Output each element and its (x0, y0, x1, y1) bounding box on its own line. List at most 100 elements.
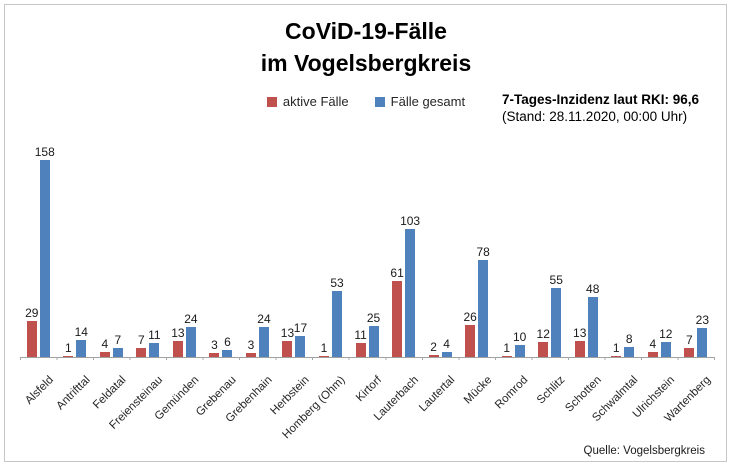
legend: aktive Fälle Fälle gesamt (0, 94, 732, 109)
value-label: 1 (503, 341, 511, 355)
bar-group: 13 48 Schotten (563, 140, 605, 415)
value-label: 1 (64, 341, 72, 355)
bar-group: 4 12 Ulrichstein (630, 140, 678, 420)
rki-date-text: (Stand: 28.11.2020, 00:00 Uhr) (502, 109, 688, 124)
chart-title-line1: CoViD-19-Fälle (285, 18, 447, 44)
value-label: 6 (224, 335, 231, 349)
bar-group: 61 103 Lauterbach (372, 140, 422, 423)
chart-frame (4, 4, 727, 462)
value-label: 78 (476, 245, 490, 259)
chart-title: CoViD-19-Fälle im Vogelsbergkreis (0, 15, 732, 79)
bar-active-cases: 3 (209, 338, 220, 357)
value-label: 7 (114, 333, 122, 347)
plot-area: 29 158 Alsfeld 1 14 Antrifttal 4 7 Feldatal 7 11 Fr… (20, 140, 715, 441)
bar-active-cases: 1 (501, 341, 512, 357)
value-label: 2 (430, 340, 437, 354)
legend-label-active: aktive Fälle (282, 94, 349, 109)
value-label: 8 (625, 332, 633, 346)
value-label: 7 (138, 333, 145, 347)
bar-total-cases: 11 (148, 328, 161, 357)
bar-total-cases: 7 (112, 333, 123, 357)
bar-total-cases: 48 (586, 282, 599, 357)
bar-total-cases: 24 (184, 312, 198, 357)
value-label: 1 (320, 341, 328, 355)
value-label: 4 (443, 337, 450, 351)
value-label: 12 (536, 327, 550, 341)
value-label: 4 (101, 337, 109, 351)
bar-active-cases: 7 (136, 333, 147, 357)
value-label: 12 (659, 327, 673, 341)
source-note: Quelle: Vogelsbergkreis (583, 445, 705, 457)
bars: 29 158 Alsfeld 1 14 Antrifttal 4 7 Feldatal 7 11 Fr… (20, 140, 715, 441)
legend-swatch-blue (374, 96, 385, 107)
value-label: 13 (280, 326, 295, 340)
value-label: 25 (366, 311, 381, 325)
bar-total-cases: 12 (659, 327, 672, 357)
rki-info: 7-Tages-Inzidenz laut RKI: 96,6 (Stand: … (502, 91, 699, 125)
bar-active-cases: 11 (354, 328, 367, 357)
bar-total-cases: 17 (294, 321, 307, 357)
legend-item-total: Fälle gesamt (374, 94, 466, 109)
bar-active-cases: 26 (463, 310, 477, 357)
value-label: 29 (25, 306, 39, 320)
value-label: 26 (463, 310, 477, 324)
value-label: 4 (649, 337, 657, 351)
bar-total-cases: 55 (550, 273, 563, 357)
bar-total-cases: 53 (330, 276, 344, 357)
bar-total-cases: 25 (367, 311, 380, 357)
x-axis-ticks (20, 357, 715, 360)
value-label: 7 (685, 333, 693, 347)
bar-active-cases: 4 (647, 337, 658, 357)
bar-group: 3 24 Grebenhain (224, 140, 276, 425)
value-label: 11 (148, 328, 161, 342)
value-label: 24 (257, 312, 271, 326)
bar-active-cases: 61 (390, 266, 404, 357)
bar-group: 1 8 Schwalmtal (590, 140, 642, 424)
bar-active-cases: 12 (537, 327, 550, 357)
bar-group: 1 53 Homberg (Ohm) (281, 140, 349, 441)
bar-total-cases: 14 (75, 325, 88, 357)
value-label: 11 (354, 328, 367, 342)
bar-group: 2 4 Lautertal (417, 140, 459, 414)
value-label: 14 (74, 325, 88, 339)
value-label: 158 (34, 145, 55, 159)
bar-active-cases: 1 (319, 341, 330, 357)
value-label: 3 (247, 338, 255, 352)
value-label: 17 (293, 321, 308, 335)
bar-total-cases: 78 (476, 245, 490, 357)
bar-group: 13 24 Gemünden (153, 140, 203, 423)
value-label: 61 (390, 266, 404, 280)
bar-group: 4 7 Feldatal (91, 140, 130, 411)
bar-active-cases: 3 (245, 338, 256, 357)
bar-group: 26 78 Mücke (458, 140, 495, 406)
bar-group: 3 6 Grebenau (194, 140, 240, 419)
rki-incidence-text: 7-Tages-Inzidenz laut RKI: 96,6 (502, 92, 700, 107)
chart-title-line2: im Vogelsbergkreis (260, 50, 472, 76)
value-label: 13 (171, 326, 185, 340)
bar-total-cases: 158 (35, 145, 55, 357)
bar-group: 1 14 Antrifttal (54, 140, 94, 412)
value-label: 24 (184, 312, 198, 326)
bar-total-cases: 10 (513, 330, 526, 357)
bar-active-cases: 2 (428, 340, 439, 357)
bar-active-cases: 1 (611, 341, 622, 357)
bar-total-cases: 103 (400, 214, 420, 357)
bar-active-cases: 13 (281, 326, 294, 357)
bar-active-cases: 13 (171, 326, 185, 357)
bar-group: 13 17 Herbstein (268, 140, 313, 417)
bar-active-cases: 1 (63, 341, 74, 357)
value-label: 10 (512, 330, 527, 344)
bar-active-cases: 7 (684, 333, 695, 357)
value-label: 3 (211, 338, 218, 352)
bar-total-cases: 24 (257, 312, 271, 357)
bar-group: 7 23 Wartenberg (663, 140, 715, 425)
bar-total-cases: 6 (222, 335, 233, 357)
legend-item-active: aktive Fälle (266, 94, 349, 109)
value-label: 53 (330, 276, 344, 290)
legend-label-total: Fälle gesamt (390, 94, 466, 109)
bar-active-cases: 4 (99, 337, 110, 357)
legend-swatch-red (266, 96, 277, 107)
bar-active-cases: 13 (573, 326, 586, 357)
bar-group: 11 25 Kirtorf (349, 140, 386, 404)
bar-total-cases: 8 (624, 332, 635, 357)
